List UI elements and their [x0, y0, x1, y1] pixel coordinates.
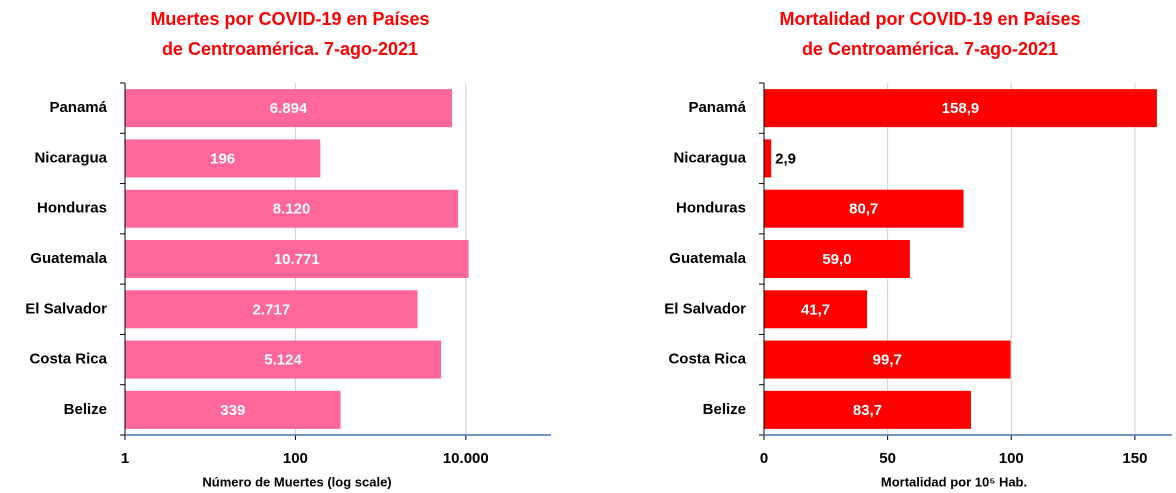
value-label: 99,7 [873, 352, 902, 369]
bar [125, 189, 459, 228]
value-label: 6.894 [270, 100, 308, 117]
y-tick-label: Belize [64, 401, 107, 418]
value-label: 196 [210, 150, 235, 167]
y-tick-label: El Salvador [25, 300, 107, 317]
y-tick-label: Guatemala [30, 250, 107, 267]
y-tick-label: Belize [703, 401, 746, 418]
x-axis-label: Número de Muertes (log scale) [202, 474, 391, 489]
bar [764, 290, 868, 329]
x-tick-label: 1 [121, 450, 129, 467]
y-tick-label: Nicaragua [34, 149, 107, 166]
value-label: 8.120 [273, 201, 311, 218]
y-tick-label: Honduras [37, 200, 107, 217]
bar [125, 240, 469, 278]
bar [125, 139, 321, 178]
value-label: 2.717 [253, 301, 291, 318]
value-label: 158,9 [942, 100, 980, 117]
x-axis-label: Mortalidad por 10⁵ Hab. [881, 474, 1027, 489]
y-tick-label: Guatemala [669, 250, 746, 267]
value-label: 10.771 [274, 251, 320, 268]
bar [764, 340, 1011, 379]
chart-title: Mortalidad por COVID-19 en Países de Cent… [779, 9, 1080, 59]
bar [125, 290, 418, 329]
bar [764, 189, 964, 228]
bar [125, 340, 442, 379]
value-label: 41,7 [801, 301, 830, 318]
x-tick-label: 150 [1122, 450, 1147, 467]
x-tick-label: 0 [760, 450, 768, 467]
x-tick-label: 10.000 [443, 450, 489, 467]
y-tick-label: El Salvador [664, 300, 746, 317]
bar [764, 240, 910, 278]
bar [764, 390, 971, 429]
y-tick-label: Costa Rica [29, 351, 107, 368]
value-label: 339 [220, 402, 245, 419]
value-label: 83,7 [853, 402, 882, 419]
y-tick-label: Honduras [676, 200, 746, 217]
value-label: 5.124 [264, 352, 302, 369]
x-tick-label: 100 [283, 450, 308, 467]
chart-title: Muertes por COVID-19 en Países de Centroa… [150, 9, 429, 59]
y-tick-label: Nicaragua [673, 149, 746, 166]
value-label: 59,0 [822, 251, 851, 268]
value-label: 2,9 [775, 150, 796, 167]
bar [125, 390, 341, 429]
bar [764, 89, 1157, 128]
value-label: 80,7 [849, 201, 878, 218]
y-tick-label: Panamá [688, 99, 746, 116]
bar [125, 89, 453, 128]
y-tick-label: Panamá [49, 99, 107, 116]
y-tick-label: Costa Rica [668, 351, 746, 368]
x-tick-label: 50 [879, 450, 896, 467]
bar [764, 139, 772, 178]
x-tick-label: 100 [999, 450, 1024, 467]
